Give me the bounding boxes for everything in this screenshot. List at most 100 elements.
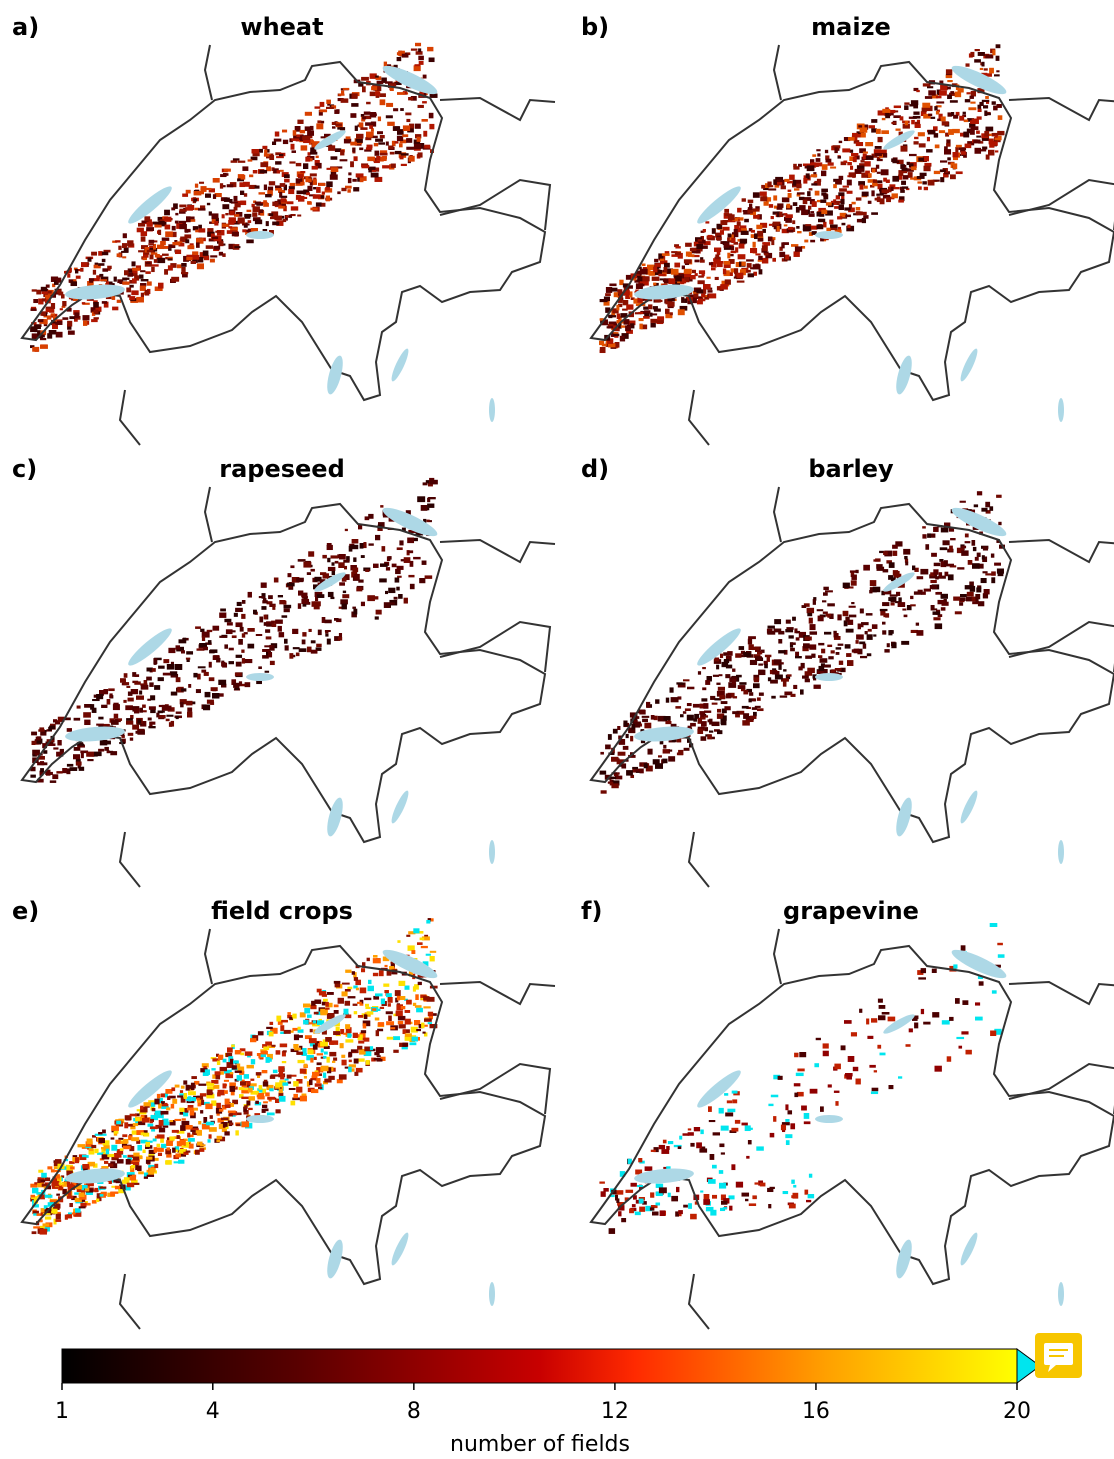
- density-speck: [272, 141, 277, 146]
- density-speck: [237, 178, 245, 182]
- density-speck: [151, 721, 156, 725]
- density-speck: [890, 577, 896, 582]
- density-speck: [845, 616, 850, 622]
- density-speck: [917, 132, 925, 137]
- density-speck: [994, 134, 998, 138]
- density-speck: [270, 1074, 279, 1077]
- density-speck: [175, 645, 181, 650]
- density-speck: [384, 964, 388, 968]
- density-speck: [358, 524, 363, 530]
- density-speck: [721, 661, 729, 668]
- density-speck: [687, 725, 692, 729]
- density-speck: [847, 162, 852, 166]
- density-speck: [326, 638, 331, 645]
- density-speck: [251, 203, 255, 208]
- density-speck: [172, 1098, 178, 1104]
- density-speck: [270, 1027, 278, 1034]
- density-speck: [714, 657, 720, 662]
- density-speck: [383, 61, 388, 67]
- density-speck: [424, 1032, 428, 1037]
- density-speck: [944, 149, 952, 155]
- density-speck: [176, 264, 182, 269]
- density-speck: [936, 109, 940, 113]
- density-speck: [343, 1032, 348, 1035]
- density-speck: [324, 188, 333, 193]
- density-speck: [990, 1030, 997, 1037]
- density-speck: [51, 319, 57, 326]
- density-speck: [713, 659, 722, 664]
- density-speck: [416, 1007, 423, 1013]
- density-speck: [655, 699, 660, 704]
- density-speck: [948, 527, 955, 532]
- density-speck: [288, 1088, 296, 1091]
- density-speck: [972, 563, 980, 569]
- density-speck: [693, 249, 701, 254]
- density-speck: [331, 121, 339, 126]
- density-speck: [224, 1131, 230, 1136]
- density-speck: [880, 610, 886, 616]
- density-speck: [157, 257, 166, 264]
- density-speck: [368, 168, 377, 172]
- density-speck: [229, 1122, 234, 1126]
- density-speck: [309, 1079, 313, 1086]
- comment-button[interactable]: [1035, 1333, 1082, 1378]
- density-speck: [332, 172, 336, 177]
- density-speck: [936, 89, 941, 96]
- density-speck: [399, 143, 403, 148]
- density-speck: [244, 659, 253, 664]
- density-speck: [281, 1051, 286, 1057]
- density-speck: [141, 245, 149, 250]
- density-speck: [132, 724, 140, 730]
- density-speck: [386, 1036, 394, 1040]
- density-speck: [147, 698, 151, 701]
- density-speck: [58, 291, 64, 296]
- density-speck: [422, 1031, 426, 1034]
- density-speck: [700, 236, 705, 241]
- density-speck: [842, 148, 851, 153]
- density-speck: [163, 659, 170, 664]
- density-speck: [236, 1123, 242, 1127]
- density-speck: [603, 300, 610, 306]
- density-speck: [56, 751, 64, 757]
- density-speck: [244, 215, 251, 219]
- density-speck: [613, 333, 620, 337]
- density-speck: [221, 214, 225, 219]
- density-speck: [630, 718, 638, 724]
- density-speck: [51, 1180, 60, 1187]
- density-speck: [88, 1146, 94, 1152]
- density-speck: [696, 1142, 702, 1149]
- density-speck: [59, 308, 63, 311]
- density-speck: [757, 230, 764, 237]
- density-speck: [989, 923, 998, 928]
- density-speck: [247, 220, 252, 223]
- density-speck: [814, 190, 820, 196]
- density-speck: [898, 170, 904, 176]
- density-speck: [111, 295, 116, 300]
- density-speck: [827, 1084, 832, 1088]
- density-speck: [211, 213, 219, 220]
- density-speck: [921, 107, 927, 113]
- density-speck: [247, 643, 255, 649]
- density-speck: [122, 1155, 127, 1158]
- density-speck: [682, 277, 690, 283]
- density-speck: [148, 1100, 155, 1104]
- density-speck: [862, 151, 868, 154]
- density-speck: [91, 319, 98, 323]
- density-speck: [725, 664, 733, 669]
- density-speck: [76, 1186, 82, 1193]
- density-speck: [281, 615, 288, 618]
- density-speck: [81, 1146, 89, 1149]
- density-speck: [786, 228, 794, 233]
- density-speck: [228, 661, 234, 665]
- density-speck: [70, 1166, 75, 1170]
- density-speck: [126, 720, 134, 725]
- density-speck: [147, 1123, 154, 1127]
- density-speck: [981, 136, 990, 141]
- density-speck: [297, 1029, 304, 1033]
- density-speck: [700, 1190, 704, 1193]
- density-speck: [225, 1073, 234, 1079]
- density-speck: [146, 1156, 153, 1160]
- density-speck: [876, 156, 881, 160]
- density-speck: [846, 190, 853, 194]
- density-speck: [699, 259, 705, 263]
